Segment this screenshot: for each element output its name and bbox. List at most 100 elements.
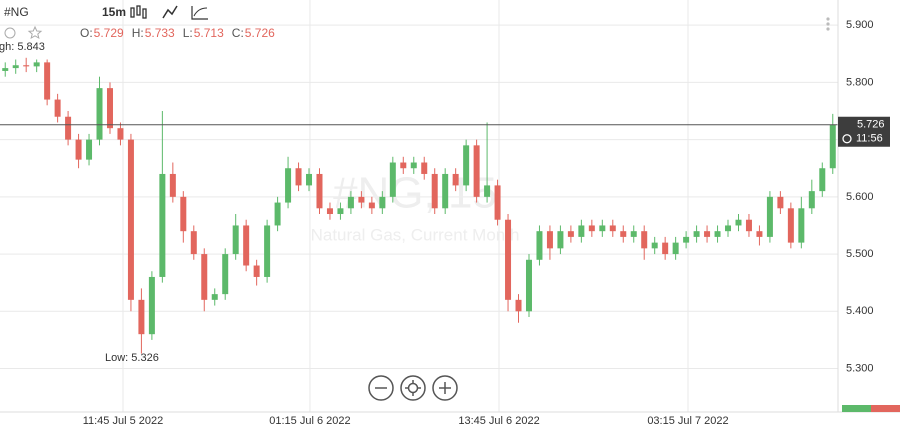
candle-body	[536, 231, 543, 260]
star-icon[interactable]	[27, 25, 43, 40]
timer: 11:56	[856, 133, 883, 145]
interval[interactable]: 15m	[102, 5, 126, 19]
menu-dots[interactable]	[826, 17, 830, 31]
price-tag-box	[838, 116, 890, 147]
candle-body	[2, 68, 9, 71]
candle-body	[494, 185, 501, 220]
candle-body	[316, 173, 323, 209]
watermark-subtitle: Natural Gas, Current Month	[311, 225, 520, 244]
candle-body	[704, 231, 711, 237]
zoom-out-button[interactable]	[368, 375, 394, 401]
candle-body	[159, 173, 166, 277]
candle-body	[787, 208, 794, 243]
watermark-symbol: #NG, 15	[333, 169, 497, 218]
candle-body	[96, 88, 103, 140]
candle-body	[777, 196, 784, 209]
price-tag: 5.726	[857, 119, 885, 131]
candle-type-button[interactable]	[130, 5, 147, 19]
candle-body	[473, 145, 480, 197]
candle-body	[578, 225, 585, 237]
y-tick-label: 5.800	[846, 76, 874, 88]
candle-body	[421, 162, 428, 174]
timer-icon	[842, 134, 852, 144]
candle-body	[33, 62, 40, 67]
candle-body	[662, 242, 669, 255]
y-tick-label: 5.900	[846, 19, 874, 31]
candle-body	[672, 242, 679, 255]
candle-body	[410, 162, 417, 169]
candle-body	[12, 65, 19, 69]
candle-body	[515, 299, 522, 312]
candle-body	[368, 202, 375, 209]
candle-body	[714, 231, 721, 237]
candle-body	[148, 276, 155, 335]
high-annotation: gh: 5.843	[0, 41, 45, 53]
buy-bar	[842, 405, 871, 412]
y-tick-label: 5.600	[846, 191, 874, 203]
zoom-in-button[interactable]	[432, 375, 458, 401]
candle-body	[180, 196, 187, 232]
candle-body	[358, 196, 365, 203]
candle-body	[525, 259, 532, 312]
candle-body	[725, 225, 732, 232]
candle-body	[609, 225, 616, 232]
x-tick-label: 13:45 Jul 6 2022	[458, 415, 539, 427]
legend-label: H:	[132, 26, 144, 40]
candle-body	[44, 62, 51, 100]
y-tick-label: 5.500	[846, 248, 874, 260]
candle-body	[326, 208, 333, 215]
sell-bar	[871, 405, 900, 412]
candle-body	[222, 254, 229, 295]
candle-body	[588, 225, 595, 232]
info-icon[interactable]	[4, 27, 16, 39]
legend-label: C:	[232, 26, 244, 40]
candle-body	[201, 254, 208, 300]
candle-body	[337, 208, 344, 215]
candle-body	[54, 99, 61, 117]
candle-body	[138, 299, 145, 335]
candle-body	[641, 231, 648, 249]
candle-body	[484, 185, 491, 197]
candle-body	[23, 65, 30, 67]
candle-body	[557, 231, 564, 249]
candle-body	[599, 225, 606, 232]
candle-body	[243, 225, 250, 266]
axes: 5.3005.4005.5005.6005.7005.8005.90011:45…	[83, 19, 890, 427]
plot	[0, 57, 838, 354]
candle-body	[808, 191, 815, 209]
candle-body	[65, 116, 72, 140]
candle-body	[295, 168, 302, 186]
legend-label: O:	[80, 26, 93, 40]
toolbar: #NG 15m O: 5.729 H: 5.733 L: 5.713 C: 5.726	[4, 5, 830, 40]
candle-body	[683, 236, 690, 243]
candle-body	[306, 173, 313, 186]
zoom-controls	[368, 375, 458, 401]
candle-body	[169, 173, 176, 197]
candle-body	[431, 173, 438, 209]
symbol[interactable]: #NG	[4, 5, 29, 19]
candle-body	[274, 202, 281, 226]
indicators-button[interactable]	[162, 5, 178, 19]
low-annotation: Low: 5.326	[105, 352, 159, 364]
candle-body	[127, 139, 134, 300]
candle-body	[264, 225, 271, 277]
candle-body	[745, 219, 752, 232]
candle-body	[756, 231, 763, 237]
candle-body	[463, 145, 470, 186]
candle-body	[379, 196, 386, 209]
candle-body	[452, 173, 459, 186]
candle-body	[651, 242, 658, 249]
candle-body	[106, 88, 113, 129]
candle-body	[442, 173, 449, 209]
candle-body	[285, 168, 292, 203]
log-button[interactable]	[191, 6, 208, 20]
x-tick-label: 11:45 Jul 5 2022	[83, 415, 164, 427]
candle-body	[829, 124, 836, 169]
candle-body	[232, 225, 239, 255]
reset-button[interactable]	[400, 375, 426, 401]
candle-body	[190, 231, 197, 255]
y-tick-label: 5.400	[846, 305, 874, 317]
candle-body	[400, 162, 407, 169]
